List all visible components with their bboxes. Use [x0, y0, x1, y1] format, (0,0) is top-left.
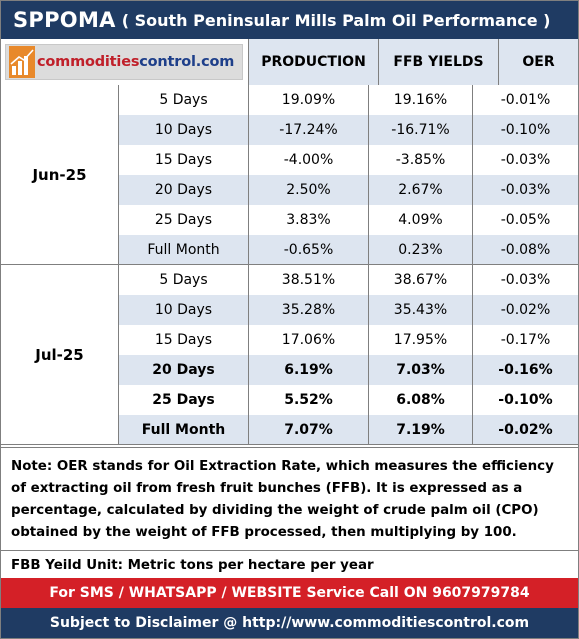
production-cell: 5.52% — [249, 385, 369, 415]
table-row: 10 Days 35.28% 35.43% -0.02% — [119, 295, 578, 325]
oer-cell: -0.02% — [498, 422, 553, 438]
ffb-yield-cell: 35.43% — [369, 295, 473, 325]
logo-text: commoditiescontrol.com — [37, 54, 234, 70]
period-cell: 25 Days — [119, 385, 249, 415]
period-cell: Full Month — [119, 235, 249, 265]
group-divider — [1, 264, 578, 265]
title-bar: SPPOMA ( South Peninsular Mills Palm Oil… — [1, 1, 578, 39]
period-cell: 10 Days — [119, 115, 249, 145]
production-cell: 19.09% — [249, 85, 369, 115]
month-label: Jul-25 — [1, 265, 119, 445]
oer-cell: -0.17% — [500, 332, 551, 348]
table-row: 25 Days 5.52% 6.08% -0.10% — [119, 385, 578, 415]
ffb-yield-cell: -16.71% — [369, 115, 473, 145]
oer-cell: -0.01% — [500, 92, 551, 108]
ffb-yield-cell: 2.67% — [369, 175, 473, 205]
table-row: 25 Days 3.83% 4.09% -0.05% — [119, 205, 578, 235]
oer-cell: -0.03% — [500, 182, 551, 198]
oer-cell: -0.10% — [500, 122, 551, 138]
table-row: 5 Days 19.09% 19.16% -0.01% — [119, 85, 578, 115]
oer-cell: -0.16% — [498, 362, 553, 378]
group-divider — [1, 444, 578, 445]
production-cell: -4.00% — [249, 145, 369, 175]
oer-cell: -0.08% — [500, 242, 551, 258]
period-cell: 10 Days — [119, 295, 249, 325]
header-oer: OER — [499, 39, 578, 85]
month-label: Jun-25 — [1, 85, 119, 265]
period-cell: 15 Days — [119, 145, 249, 175]
header-production: PRODUCTION — [249, 39, 379, 85]
ffb-yield-cell: 6.08% — [369, 385, 473, 415]
oer-cell: -0.03% — [500, 152, 551, 168]
table-row: 10 Days -17.24% -16.71% -0.10% — [119, 115, 578, 145]
oer-cell: -0.03% — [500, 272, 551, 288]
period-cell: 20 Days — [119, 355, 249, 385]
table-row: 20 Days 2.50% 2.67% -0.03% — [119, 175, 578, 205]
page-title: SPPOMA — [13, 8, 116, 32]
production-cell: 7.07% — [249, 415, 369, 445]
logo[interactable]: commoditiescontrol.com — [5, 44, 243, 80]
period-cell: Full Month — [119, 415, 249, 445]
ffb-yield-cell: 4.09% — [369, 205, 473, 235]
period-cell: 20 Days — [119, 175, 249, 205]
table-row: 5 Days 38.51% 38.67% -0.03% — [119, 265, 578, 295]
production-cell: 2.50% — [249, 175, 369, 205]
ffb-yield-cell: 7.19% — [369, 415, 473, 445]
production-cell: 3.83% — [249, 205, 369, 235]
production-cell: 17.06% — [249, 325, 369, 355]
table-row: 15 Days -4.00% -3.85% -0.03% — [119, 145, 578, 175]
production-cell: 35.28% — [249, 295, 369, 325]
period-cell: 5 Days — [119, 265, 249, 295]
logo-text-b: control.com — [139, 54, 235, 70]
table-row: 20 Days 6.19% 7.03% -0.16% — [119, 355, 578, 385]
ffb-yield-cell: 17.95% — [369, 325, 473, 355]
page-subtitle: ( South Peninsular Mills Palm Oil Perfor… — [121, 10, 551, 30]
table-row: Full Month -0.65% 0.23% -0.08% — [119, 235, 578, 265]
oer-cell: -0.10% — [498, 392, 553, 408]
period-cell: 5 Days — [119, 85, 249, 115]
table-row: 15 Days 17.06% 17.95% -0.17% — [119, 325, 578, 355]
table-row: Full Month 7.07% 7.19% -0.02% — [119, 415, 578, 445]
disclaimer-banner[interactable]: Subject to Disclaimer @ http://www.commo… — [1, 608, 578, 638]
ffb-yield-cell: 38.67% — [369, 265, 473, 295]
ffb-yield-cell: 7.03% — [369, 355, 473, 385]
oer-cell: -0.05% — [500, 212, 551, 228]
ffb-yield-cell: 0.23% — [369, 235, 473, 265]
production-cell: 38.51% — [249, 265, 369, 295]
ffb-yield-cell: 19.16% — [369, 85, 473, 115]
table-header: commoditiescontrol.com PRODUCTION FFB YI… — [1, 39, 578, 85]
oer-cell: -0.02% — [500, 302, 551, 318]
logo-cell: commoditiescontrol.com — [1, 39, 249, 85]
bar-chart-logo-icon — [9, 46, 35, 78]
production-cell: -0.65% — [249, 235, 369, 265]
unit-text: FBB Yeild Unit: Metric tons per hectare … — [11, 557, 374, 573]
note-text: Note: OER stands for Oil Extraction Rate… — [1, 447, 578, 551]
production-cell: 6.19% — [249, 355, 369, 385]
ffb-yield-cell: -3.85% — [369, 145, 473, 175]
sms-service-banner[interactable]: For SMS / WHATSAPP / WEBSITE Service Cal… — [1, 578, 578, 608]
production-cell: -17.24% — [249, 115, 369, 145]
period-cell: 25 Days — [119, 205, 249, 235]
period-cell: 15 Days — [119, 325, 249, 355]
logo-text-a: commodities — [37, 54, 140, 70]
header-ffb-yields: FFB YIELDS — [379, 39, 499, 85]
